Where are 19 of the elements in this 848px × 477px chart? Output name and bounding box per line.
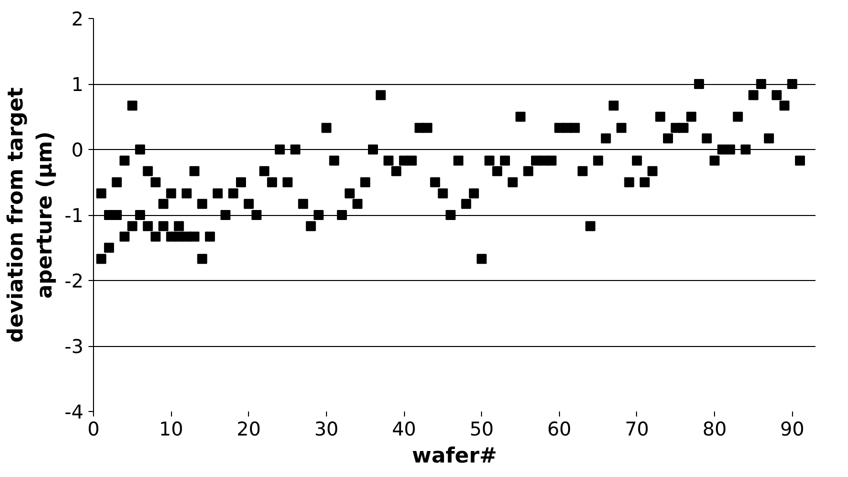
y-tick-label: 0 [71,140,84,162]
y-tick-label: -2 [64,270,84,292]
x-tick-label: 90 [780,418,804,440]
x-tick-label: 60 [547,418,572,440]
y-tick-label: -1 [64,205,84,227]
x-tick-label: 40 [392,418,416,440]
y-tick-label: 1 [71,74,84,96]
x-tick-label: 0 [87,418,100,440]
x-tick-label: 30 [314,418,338,440]
y-tick-label: 2 [71,8,84,30]
x-tick-label: 70 [624,418,650,440]
x-tick-label: 10 [159,418,184,440]
x-tick-label: 50 [470,418,494,440]
x-tick-label: 20 [236,418,261,440]
x-tick-label: 80 [702,418,727,440]
y-tick-label: -4 [64,402,84,424]
y-axis-title: deviation from target aperture (µm) [4,87,57,343]
y-tick-label: -3 [64,336,84,358]
x-axis-title: wafer# [412,444,497,468]
